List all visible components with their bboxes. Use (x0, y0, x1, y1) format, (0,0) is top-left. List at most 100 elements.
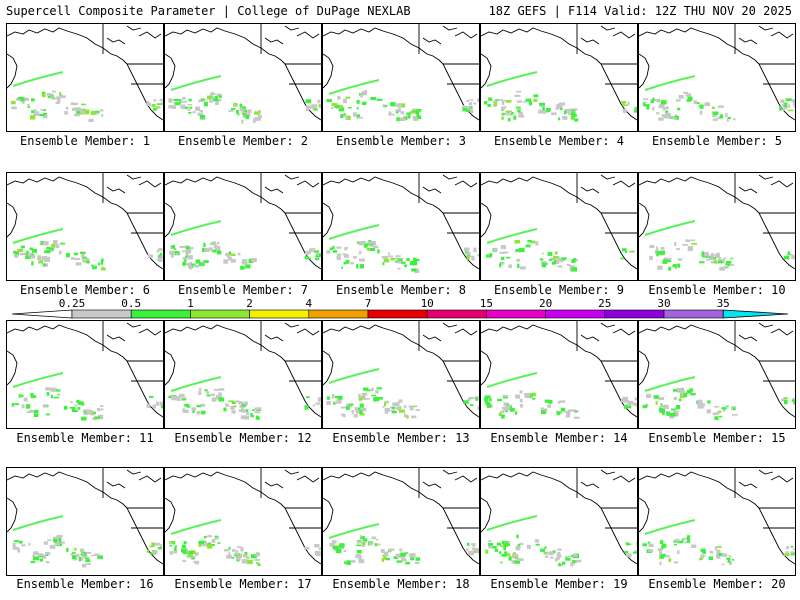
scp-cell (396, 402, 400, 406)
scp-cell (333, 401, 336, 405)
scp-cell (44, 250, 49, 254)
scp-cell (335, 395, 338, 399)
scp-cell (718, 553, 724, 557)
scp-cell (174, 251, 178, 254)
colorbar-tick-label: 2 (246, 297, 253, 310)
ensemble-map-panel (480, 172, 638, 281)
scp-cell (783, 102, 787, 107)
scp-cell (345, 117, 348, 120)
scp-cell (37, 256, 42, 260)
scp-cell (358, 393, 361, 399)
coastline (165, 497, 176, 533)
coastline (738, 186, 758, 194)
scp-cell (345, 115, 351, 120)
scp-cell (214, 535, 219, 538)
scp-cell (234, 400, 240, 403)
scp-cell (361, 101, 367, 106)
scp-cell (94, 416, 101, 419)
scp-cell (415, 557, 420, 561)
coastline (106, 186, 126, 194)
scp-cell (14, 254, 19, 258)
scp-cell (335, 548, 342, 554)
scp-cell (573, 258, 576, 262)
scp-cell (664, 555, 670, 558)
scp-cell (657, 548, 662, 551)
scp-cell (564, 110, 567, 115)
scp-cell (43, 404, 48, 408)
scp-cell (248, 258, 254, 263)
scp-cell (499, 251, 505, 254)
scp-cell (517, 109, 521, 113)
coastline (138, 328, 162, 336)
scp-cell (662, 107, 666, 111)
coastline (481, 324, 542, 334)
scp-cell (629, 250, 635, 253)
scp-cell (542, 107, 545, 111)
scp-cell (649, 245, 655, 248)
scp-cell (477, 254, 479, 257)
scp-cell (377, 397, 383, 400)
scp-cell (712, 111, 719, 116)
scp-cell (354, 407, 358, 411)
scp-cell (156, 107, 159, 110)
scp-cell (355, 408, 362, 413)
coastline (540, 179, 602, 214)
scp-cell (74, 404, 78, 407)
ensemble-map-panel (164, 467, 322, 576)
scp-cell (39, 558, 43, 562)
scp-cell (660, 405, 667, 408)
ensemble-map-panel (322, 23, 480, 132)
scp-cell (206, 544, 213, 549)
scp-cell (320, 103, 321, 108)
scp-cell (687, 539, 691, 543)
scp-cell (91, 554, 94, 557)
scp-cell (181, 397, 187, 399)
scp-cell (198, 540, 205, 544)
scp-cell (313, 104, 317, 107)
scp-cell (331, 103, 338, 106)
scp-cell (497, 398, 502, 402)
scp-band (12, 515, 64, 531)
scp-cell (412, 116, 417, 119)
scp-cell (719, 266, 725, 271)
scp-cell (414, 268, 420, 274)
scp-cell (574, 410, 578, 413)
coastline (442, 322, 458, 328)
scp-cell (724, 266, 728, 269)
scp-cell (77, 407, 81, 410)
scp-cell (49, 544, 56, 549)
scp-cell (785, 551, 789, 555)
map-canvas (481, 468, 637, 567)
scp-cell (228, 546, 231, 550)
scp-cell (332, 540, 337, 544)
scp-cell (233, 105, 238, 107)
scp-cell (182, 409, 189, 413)
scp-cell (211, 91, 214, 94)
scp-cell (65, 106, 69, 110)
scp-cell (665, 106, 669, 110)
scp-cell (686, 535, 691, 540)
scp-cell (213, 98, 219, 102)
coastline (126, 360, 163, 418)
scp-cell (342, 98, 347, 104)
scp-cell (497, 98, 503, 101)
scp-cell (505, 110, 510, 114)
scp-cell (334, 104, 340, 108)
scp-cell (410, 110, 417, 114)
scp-cell (553, 256, 559, 259)
scp-cell (179, 393, 185, 397)
scp-cell (173, 101, 176, 105)
scp-cell (704, 102, 710, 107)
colorbar-tick-label: 4 (305, 297, 313, 310)
scp-cell (416, 109, 422, 112)
coastline (284, 507, 321, 565)
scp-cell (701, 251, 704, 256)
scp-cell (466, 109, 471, 112)
scp-cell (717, 259, 723, 264)
scp-cell (647, 541, 651, 544)
scp-cell (169, 250, 175, 255)
scp-cell (187, 553, 193, 557)
scp-cell (674, 241, 677, 246)
coastline (738, 37, 758, 45)
scp-cell (159, 98, 163, 102)
